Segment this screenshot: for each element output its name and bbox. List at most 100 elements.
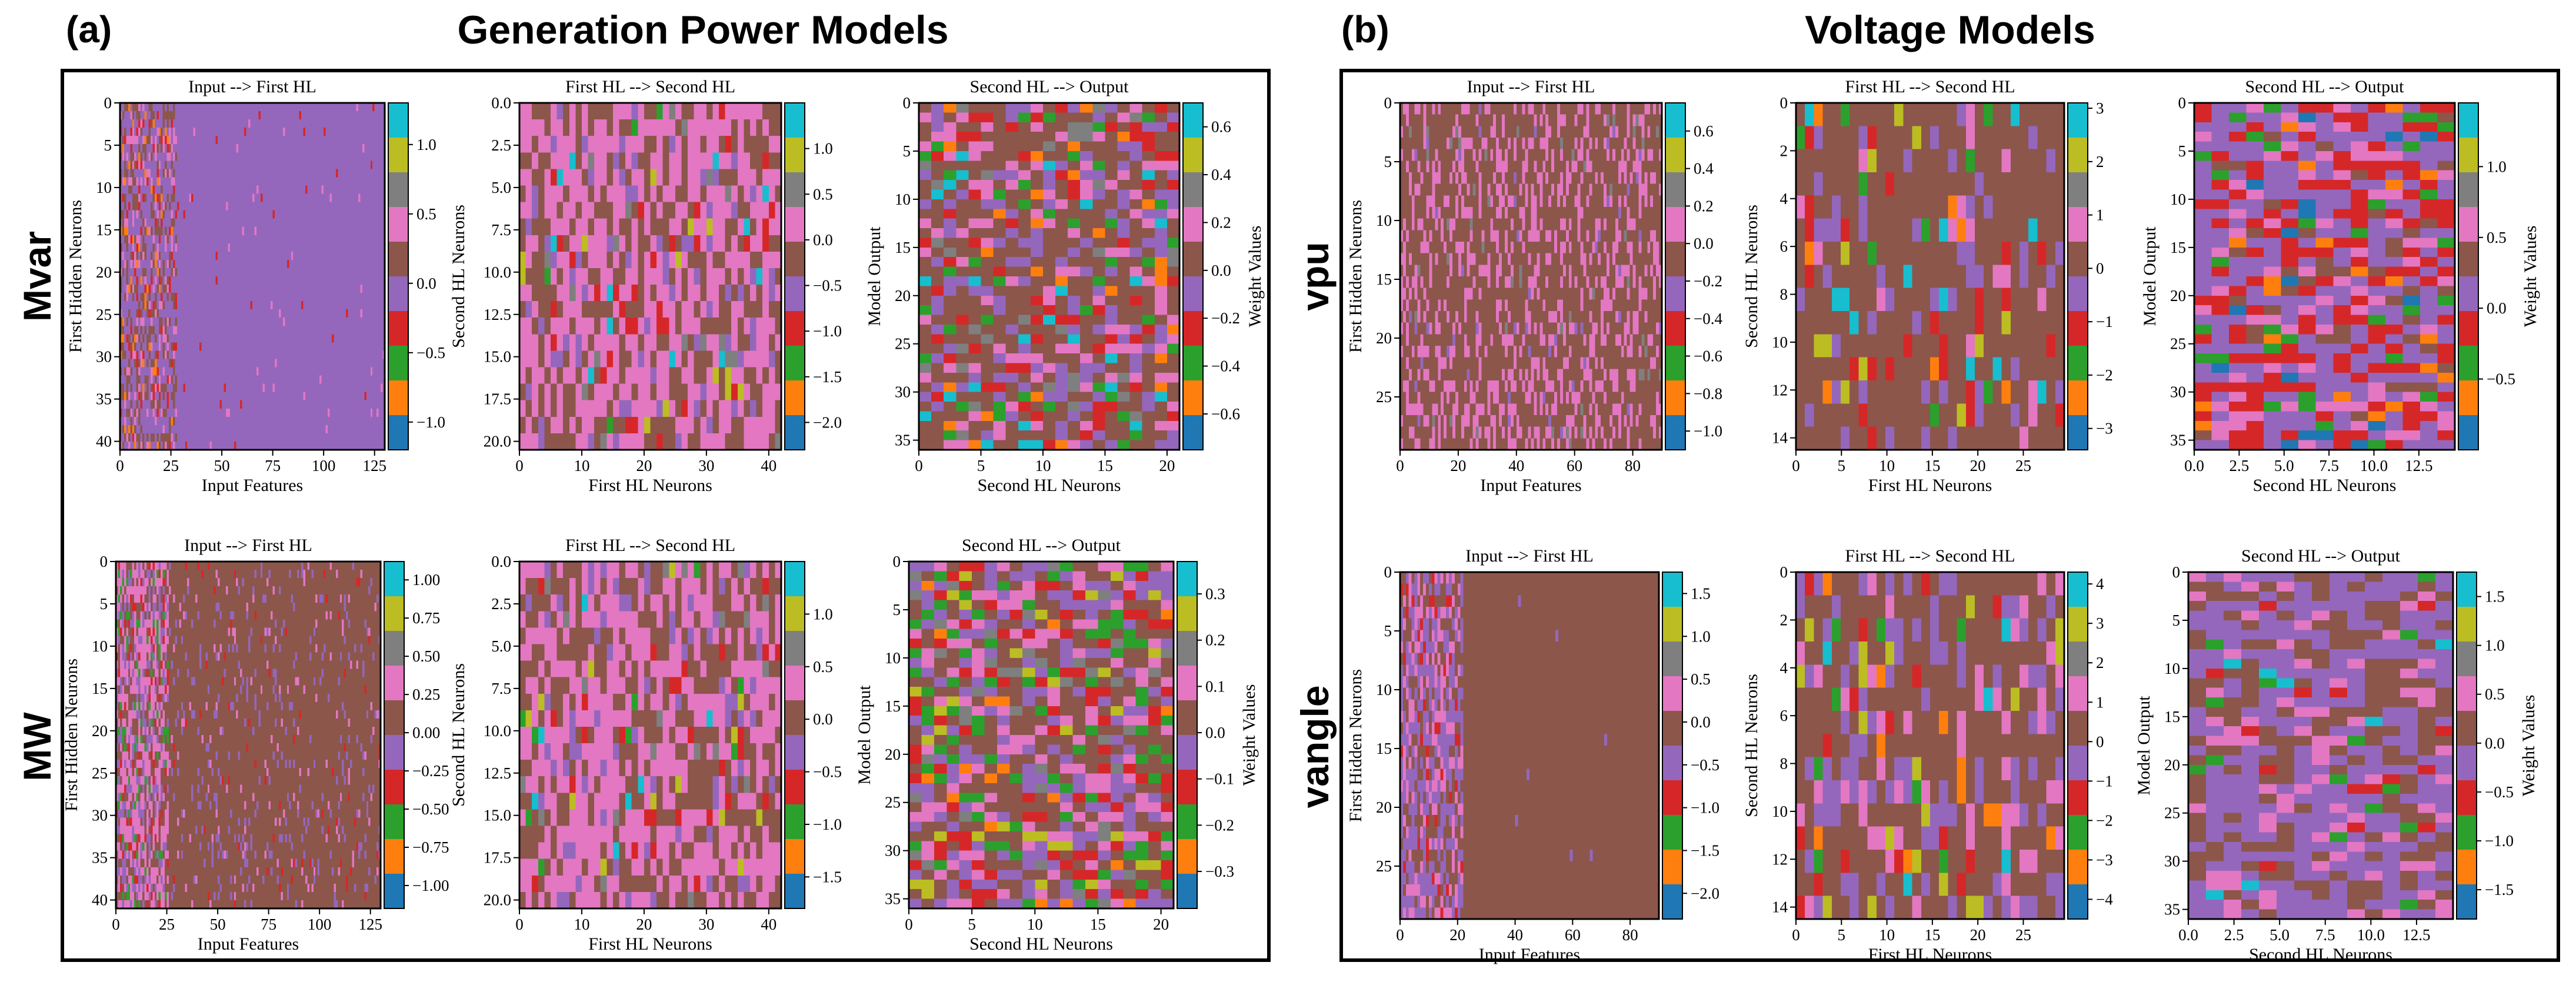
heatmap-cell xyxy=(201,293,204,302)
heatmap-cell xyxy=(191,350,194,360)
heatmap-cell xyxy=(134,268,137,277)
heatmap-cell xyxy=(366,285,369,293)
heatmap-cell xyxy=(332,161,335,169)
heatmap-cell xyxy=(187,392,190,401)
heatmap-cell xyxy=(342,152,345,161)
heatmap-cell xyxy=(378,111,381,120)
heatmap-cell xyxy=(183,136,186,145)
heatmap-cell xyxy=(275,243,278,252)
heatmap-cell xyxy=(229,375,232,385)
heatmap-cell xyxy=(207,235,210,244)
heatmap-cell xyxy=(214,400,216,409)
heatmap-cell xyxy=(348,177,351,186)
heatmap-cell xyxy=(315,119,318,128)
heatmap-cell xyxy=(315,276,318,285)
heatmap-cell xyxy=(126,350,129,360)
heatmap-cell xyxy=(166,318,169,326)
heatmap-cell xyxy=(203,218,206,228)
heatmap-cell xyxy=(156,119,159,128)
heatmap-cell xyxy=(286,408,289,417)
heatmap-cell xyxy=(370,375,373,385)
heatmap-cell xyxy=(224,243,226,252)
heatmap-cell xyxy=(140,111,143,120)
heatmap-cell xyxy=(370,400,373,409)
heatmap-cell xyxy=(185,144,188,153)
heatmap-cell xyxy=(362,119,365,128)
heatmap-cell xyxy=(313,350,316,360)
heatmap-cell xyxy=(329,136,332,145)
heatmap-cell xyxy=(372,177,375,186)
heatmap-cell xyxy=(289,202,292,211)
heatmap-cell xyxy=(352,169,355,178)
heatmap-cell xyxy=(219,111,222,120)
heatmap-cell xyxy=(276,293,279,302)
heatmap-cell xyxy=(321,309,324,318)
heatmap-cell xyxy=(166,152,169,161)
heatmap-cell xyxy=(154,119,157,128)
heatmap-cell xyxy=(360,161,363,169)
heatmap-cell xyxy=(358,128,361,136)
heatmap-cell xyxy=(236,326,239,335)
heatmap-cell xyxy=(238,268,241,277)
heatmap-cell xyxy=(281,193,284,203)
heatmap-cell xyxy=(360,128,363,136)
heatmap-cell xyxy=(219,268,222,277)
heatmap-cell xyxy=(344,400,346,409)
heatmap-cell xyxy=(271,193,274,203)
heatmap-cell xyxy=(171,185,174,195)
heatmap-cell xyxy=(328,293,331,302)
heatmap-cell xyxy=(268,193,271,203)
heatmap-cell xyxy=(271,251,274,260)
heatmap-cell xyxy=(378,375,381,385)
heatmap-cell xyxy=(222,400,225,409)
heatmap-cell xyxy=(165,367,168,376)
heatmap-cell xyxy=(148,169,151,178)
heatmap-cell xyxy=(350,326,353,335)
heatmap-cell xyxy=(315,383,318,393)
heatmap-cell xyxy=(189,136,192,145)
heatmap-cell xyxy=(203,136,206,145)
heatmap-cell xyxy=(360,301,363,310)
heatmap-cell xyxy=(175,318,178,326)
heatmap-cell xyxy=(162,268,165,277)
heatmap-cell xyxy=(334,226,336,236)
heatmap-cell xyxy=(342,128,345,136)
heatmap-cell xyxy=(262,111,265,120)
heatmap-cell xyxy=(364,235,367,244)
heatmap-cell xyxy=(281,136,284,145)
heatmap-cell xyxy=(154,251,157,260)
heatmap-cell xyxy=(279,235,282,244)
heatmap-cell xyxy=(338,193,341,203)
heatmap-cell xyxy=(132,210,135,219)
heatmap-cell xyxy=(166,259,169,269)
heatmap-cell xyxy=(156,218,159,228)
heatmap-cell xyxy=(152,185,155,195)
heatmap-cell xyxy=(195,235,198,244)
heatmap-cell xyxy=(183,367,186,376)
heatmap-cell xyxy=(344,359,346,368)
heatmap-cell xyxy=(313,408,316,417)
heatmap-cell xyxy=(276,326,279,335)
heatmap-cell xyxy=(169,243,172,252)
heatmap-cell xyxy=(189,169,192,178)
heatmap-cell xyxy=(175,152,178,161)
heatmap-cell xyxy=(252,119,255,128)
heatmap-cell xyxy=(140,161,143,169)
heatmap-cell xyxy=(246,177,249,186)
heatmap-cell xyxy=(181,243,184,252)
heatmap-cell xyxy=(328,235,331,244)
heatmap-cell xyxy=(124,210,126,219)
heatmap-cell xyxy=(218,375,221,385)
heatmap-cell xyxy=(332,210,335,219)
heatmap-cell xyxy=(154,185,157,195)
heatmap-cell xyxy=(334,259,336,269)
heatmap-cell xyxy=(360,408,363,417)
heatmap-cell xyxy=(185,218,188,228)
heatmap-cell xyxy=(229,103,232,112)
heatmap-cell xyxy=(136,400,139,409)
heatmap-cell xyxy=(305,144,308,153)
heatmap-cell xyxy=(211,144,214,153)
heatmap-cell xyxy=(187,359,190,368)
heatmap-cell xyxy=(142,408,145,417)
heatmap-cell xyxy=(161,268,164,277)
